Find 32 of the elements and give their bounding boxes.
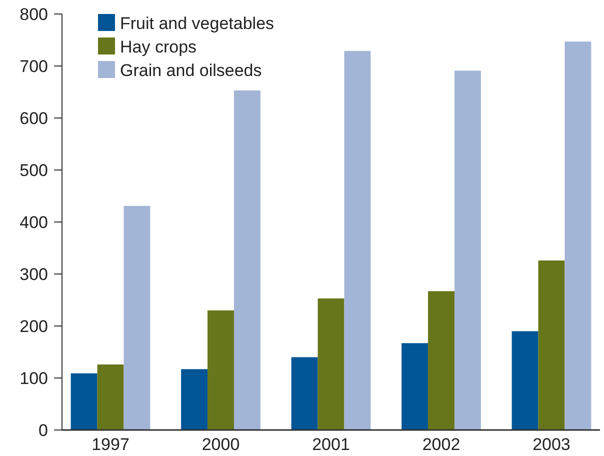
y-tick-label: 700 — [20, 56, 48, 76]
x-tick-label: 1997 — [92, 435, 130, 454]
legend-label: Hay crops — [120, 37, 197, 56]
bar — [512, 331, 538, 430]
y-tick-label: 400 — [20, 212, 48, 232]
bar — [344, 50, 371, 430]
y-tick-label: 100 — [20, 368, 48, 388]
x-tick-label: 2002 — [422, 435, 460, 454]
x-tick-label: 2001 — [312, 435, 350, 454]
y-tick-label: 500 — [20, 160, 48, 180]
bar — [454, 70, 481, 430]
bar — [402, 343, 428, 430]
bar — [70, 373, 98, 430]
bar — [291, 357, 318, 430]
y-tick-label: 200 — [20, 316, 48, 336]
y-tick-label: 600 — [20, 108, 48, 128]
bar — [564, 42, 592, 430]
bar — [124, 206, 150, 430]
y-tick-label: 800 — [20, 4, 48, 24]
bar — [318, 298, 344, 430]
bar — [208, 310, 234, 430]
bar — [538, 260, 565, 430]
y-tick-label: 0 — [38, 420, 48, 440]
bar — [428, 291, 454, 430]
x-tick-label: 2003 — [532, 435, 570, 454]
x-tick-label: 2000 — [202, 435, 240, 454]
bar — [234, 90, 260, 430]
bar — [97, 364, 124, 430]
y-tick-label: 300 — [20, 264, 48, 284]
legend-label: Fruit and vegetables — [120, 14, 274, 33]
legend-label: Grain and oilseeds — [120, 60, 262, 80]
bar — [181, 369, 208, 430]
